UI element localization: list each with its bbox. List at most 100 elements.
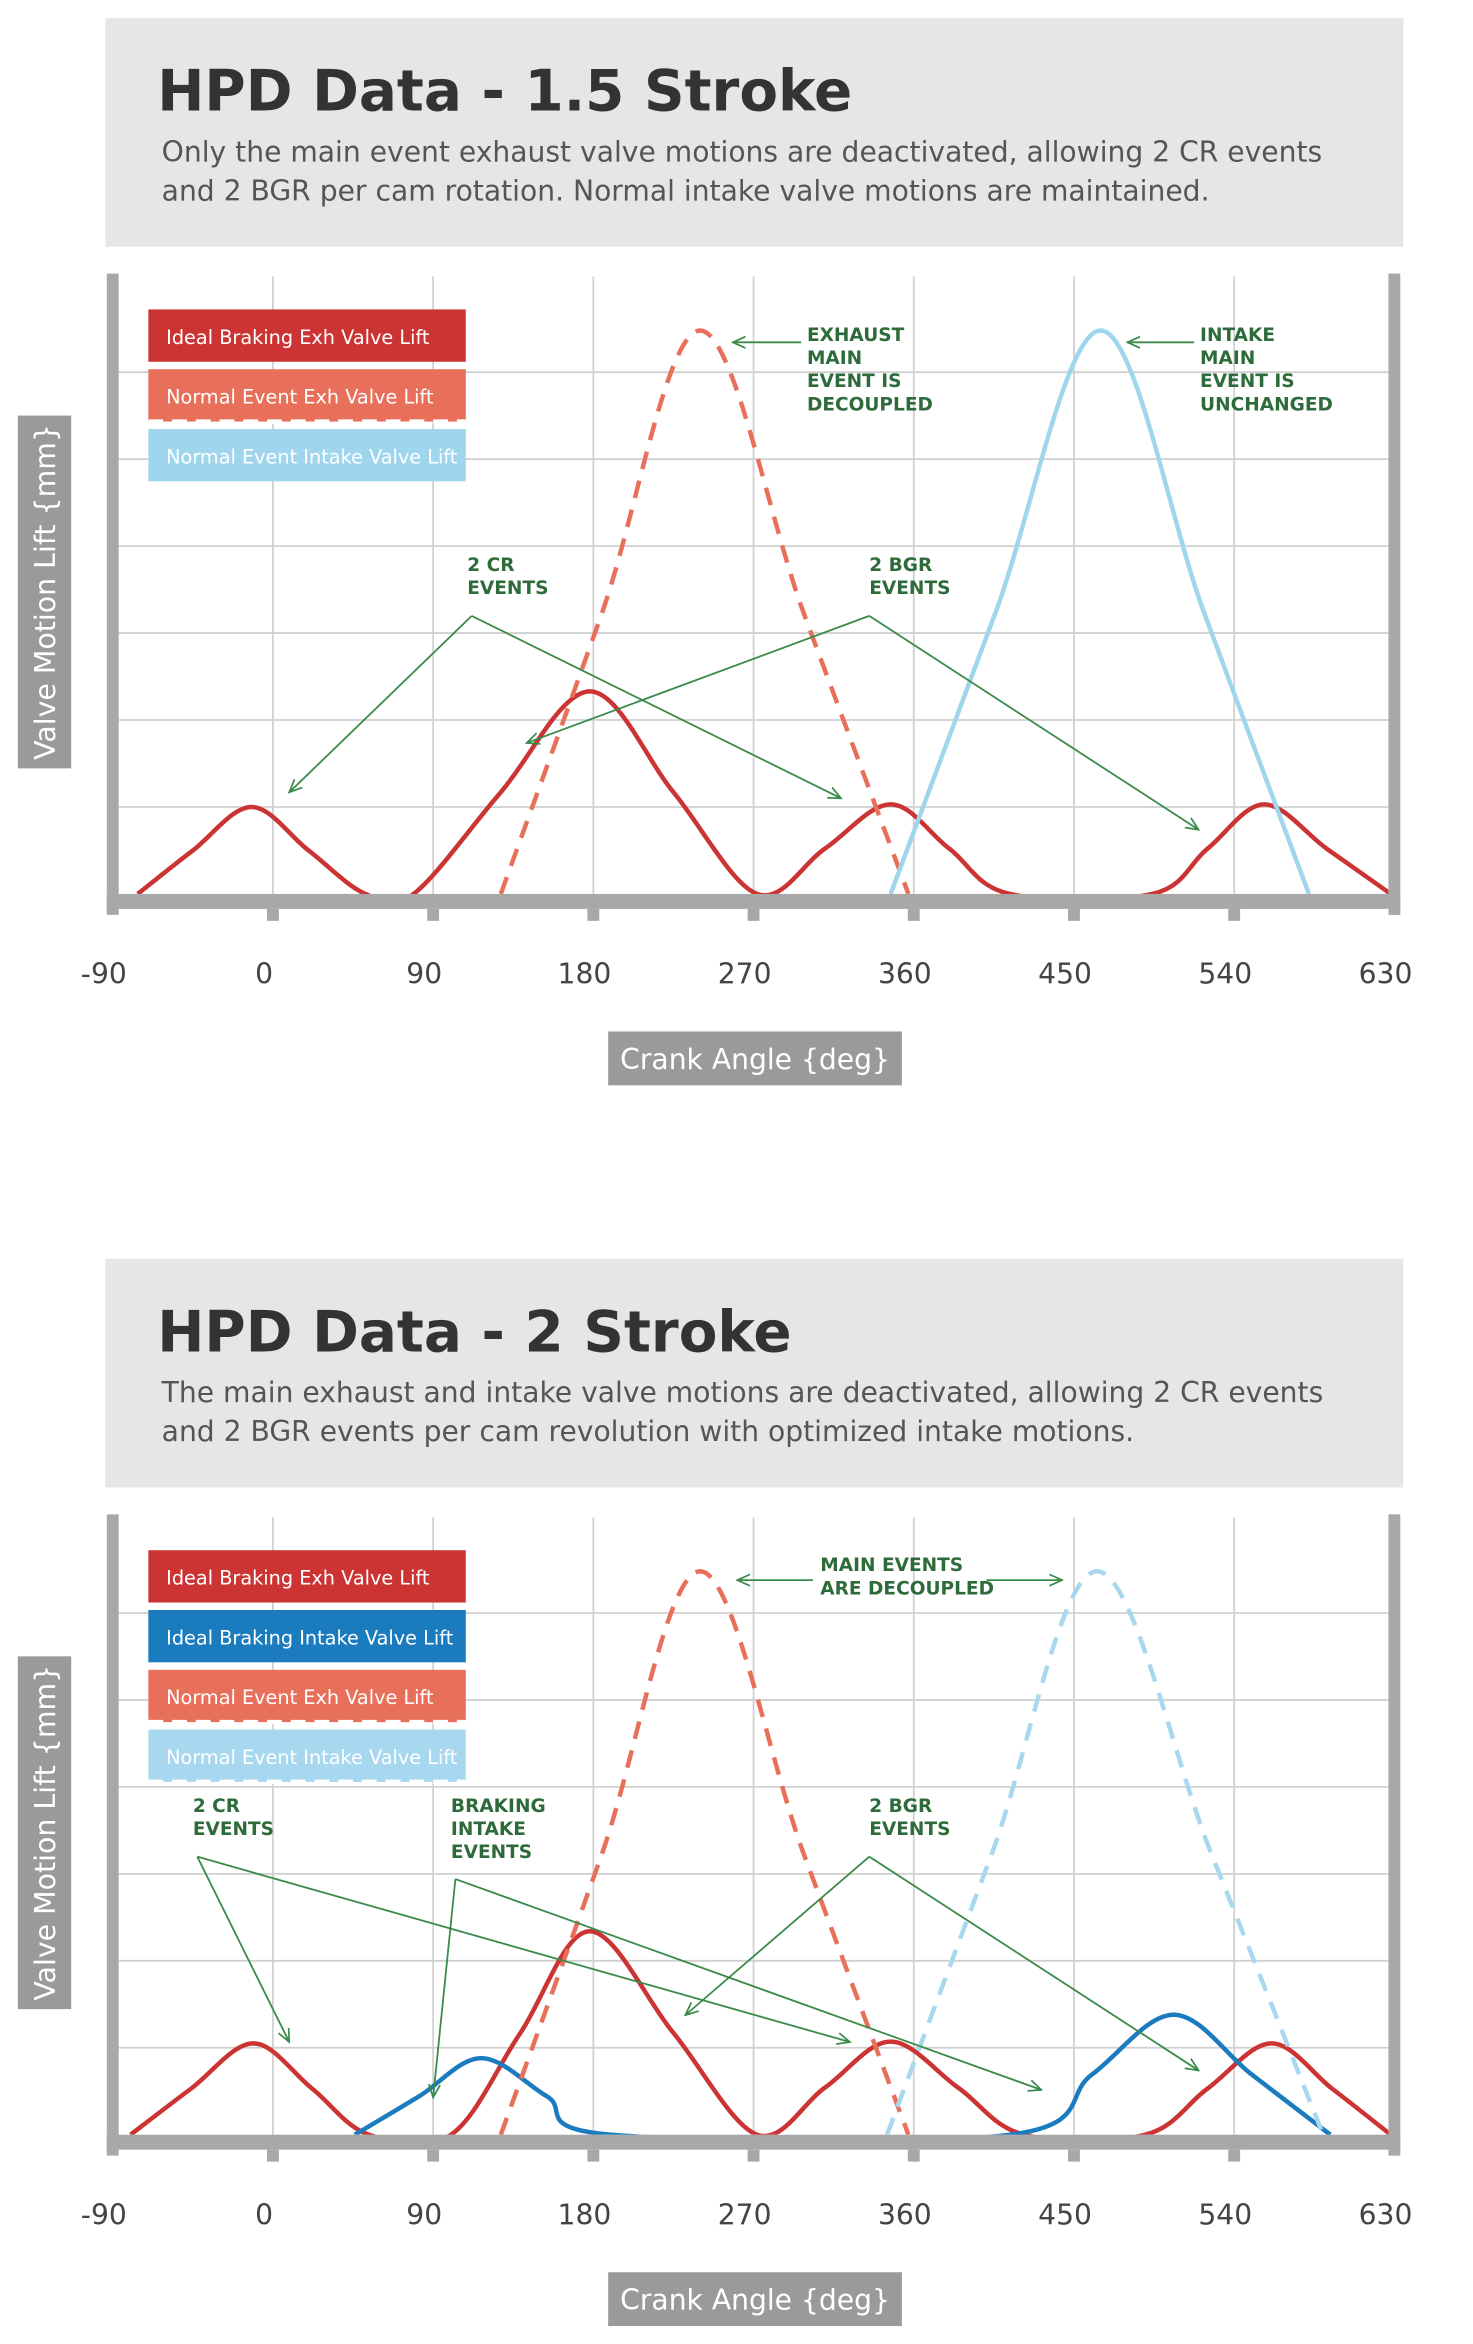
x-tick-label: 270 [718,2198,772,2231]
x-label-box [608,1031,902,1086]
annotation: EVENTS [467,578,548,599]
axis-frame [1388,273,1401,915]
x-tick-label: 90 [406,958,442,991]
legend-label: Ideal Braking Intake Valve Lift [166,1626,454,1649]
x-tick-label: 630 [1359,958,1413,991]
series-line [498,1568,911,2135]
x-tick [907,908,920,921]
annotation-arrow [527,615,870,743]
chart-subtitle: and 2 BGR events per cam revolution with… [162,1415,1134,1448]
annotation: MAIN [1200,348,1255,369]
annotation: EVENT IS [807,371,902,392]
annotation: INTAKE [451,1819,526,1840]
legend-swatch [148,309,466,362]
annotation-arrow [868,615,1198,830]
header-box [105,17,1404,247]
annotation-arrow [455,1878,1041,2090]
x-tick-label: -90 [81,2198,127,2231]
x-tick [1068,2149,1080,2162]
x-tick [267,908,279,921]
annotation: EXHAUST [807,325,905,346]
series-line [888,328,1312,894]
x-tick [587,908,600,921]
x-axis-label: Crank Angle {deg} [620,2284,890,2317]
x-tick-label: 360 [878,2198,932,2231]
legend-swatch [148,1610,466,1663]
legend-swatch [148,1550,466,1603]
y-label-box [17,1656,72,2010]
annotation: EVENTS [869,1819,950,1840]
x-tick-label: 450 [1038,2198,1092,2231]
series-line [136,689,1389,894]
x-tick [587,2149,600,2162]
x-tick [907,2149,920,2162]
x-tick [1068,908,1080,921]
annotation: BRAKING [451,1796,546,1817]
annotation: EVENT IS [1200,371,1295,392]
x-tick [747,2149,760,2162]
legend-swatch [148,1669,466,1723]
chart-subtitle: Only the main event exhaust valve motion… [162,135,1323,168]
x-axis-label: Crank Angle {deg} [620,1043,890,1076]
x-tick-label: 270 [718,958,772,991]
axis-frame [1388,1514,1401,2156]
legend-label: Normal Event Exh Valve Lift [166,1686,434,1709]
annotation: 2 BGR [869,1796,932,1817]
annotation-arrow [197,1855,850,2042]
y-axis-label: Valve Motion Lift {mm} [29,1665,62,2001]
x-tick-label: 540 [1198,958,1252,991]
legend-label: Normal Event Intake Valve Lift [166,445,458,468]
annotation: EVENTS [451,1842,532,1863]
x-tick [267,2149,279,2162]
chart-subtitle: The main exhaust and intake valve motion… [161,1376,1324,1409]
annotation-arrow [471,615,841,798]
series-line [884,1568,1326,2135]
series-line [129,1928,1389,2135]
annotation-arrow [868,1855,1198,2071]
x-tick [1228,908,1241,921]
annotation: MAIN [807,348,862,369]
series-line [498,328,911,894]
x-tick [427,908,440,921]
annotation: 2 CR [467,555,514,576]
x-tick-label: -90 [81,958,127,991]
chart-title: HPD Data - 2 Stroke [157,1299,791,1365]
annotation: EVENTS [193,1819,274,1840]
legend-label: Normal Event Exh Valve Lift [166,386,434,409]
chart-subtitle: and 2 BGR per cam rotation. Normal intak… [162,174,1210,207]
x-tick [427,2149,440,2162]
x-tick-label: 90 [406,2198,442,2231]
series-line [353,2012,1332,2135]
annotation: 2 CR [193,1796,240,1817]
legend-label: Ideal Braking Exh Valve Lift [166,1567,430,1590]
chart-title: HPD Data - 1.5 Stroke [157,58,852,124]
annotation: UNCHANGED [1200,394,1333,415]
x-tick-label: 540 [1198,2198,1252,2231]
annotation: ARE DECOUPLED [820,1578,994,1599]
x-tick-label: 450 [1038,958,1092,991]
legend-label: Ideal Braking Exh Valve Lift [166,326,430,349]
annotation: MAIN EVENTS [820,1555,963,1576]
legend-label: Normal Event Intake Valve Lift [166,1746,458,1769]
axis-frame [106,273,119,915]
y-label-box [17,415,72,769]
annotation-arrow [196,1856,289,2042]
x-tick [747,908,760,921]
y-axis-label: Valve Motion Lift {mm} [29,424,62,760]
axis-frame [106,1514,119,2156]
header-box [105,1258,1404,1488]
annotation: DECOUPLED [807,394,933,415]
x-tick-label: 0 [255,958,273,991]
annotation-arrow [685,1855,870,2015]
x-tick-label: 630 [1359,2198,1413,2231]
x-tick-label: 180 [558,958,612,991]
x-axis [106,2134,1401,2150]
annotation: INTAKE [1200,325,1275,346]
annotation: 2 BGR [869,555,932,576]
x-tick-label: 180 [558,2198,612,2231]
x-axis [106,893,1401,909]
legend-swatch [148,1729,466,1782]
x-tick [1228,2149,1241,2162]
x-tick-label: 360 [878,958,932,991]
